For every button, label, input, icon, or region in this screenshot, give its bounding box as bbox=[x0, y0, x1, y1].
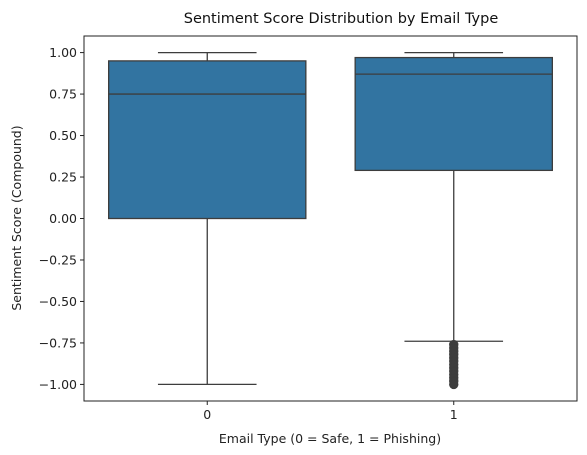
y-axis-label: Sentiment Score (Compound) bbox=[9, 125, 24, 310]
outlier-point bbox=[449, 379, 459, 390]
x-tick-label: 0 bbox=[203, 407, 211, 422]
y-tick-label: 0.00 bbox=[49, 211, 77, 226]
plot-area bbox=[108, 51, 553, 390]
y-axis: 1.00 0.75 0.50 0.25 0.00 −0.25 −0.50 −0.75 −1.00 bbox=[39, 45, 84, 392]
y-tick-label: −0.25 bbox=[39, 252, 77, 267]
box-group-0 bbox=[108, 51, 307, 386]
y-tick-label: −0.75 bbox=[39, 335, 77, 350]
chart-title: Sentiment Score Distribution by Email Ty… bbox=[184, 11, 499, 27]
box-group-1 bbox=[354, 51, 553, 390]
y-tick-label: 0.50 bbox=[49, 128, 77, 143]
y-tick-label: −1.00 bbox=[39, 377, 77, 392]
y-tick-label: 0.75 bbox=[49, 87, 77, 102]
y-tick-label: −0.50 bbox=[39, 294, 77, 309]
y-tick-label: 0.25 bbox=[49, 170, 77, 185]
x-tick-label: 1 bbox=[450, 407, 458, 422]
iqr-box bbox=[108, 60, 307, 220]
x-axis-label: Email Type (0 = Safe, 1 = Phishing) bbox=[219, 431, 441, 446]
iqr-box bbox=[354, 56, 553, 172]
y-tick-label: 1.00 bbox=[49, 45, 77, 60]
